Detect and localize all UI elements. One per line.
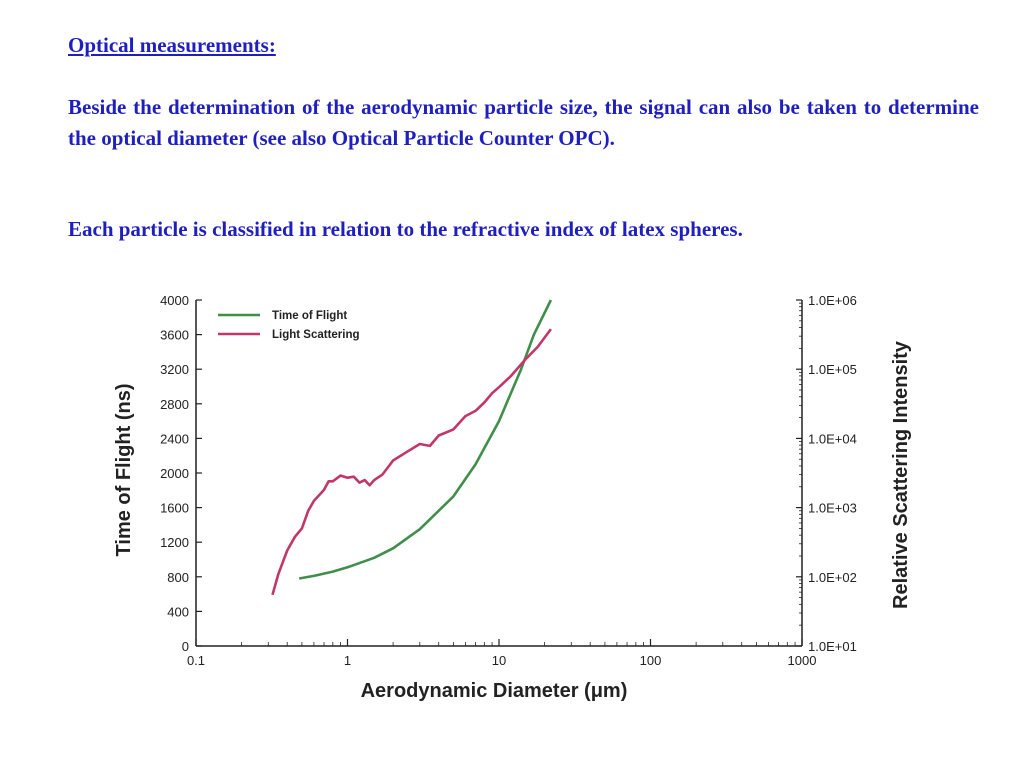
legend-label-light-scattering: Light Scattering bbox=[272, 329, 360, 341]
x-tick-label: 1 bbox=[344, 653, 351, 668]
y2-tick-label: 1.0E+06 bbox=[808, 293, 857, 308]
paragraph-optical-diameter: Beside the determination of the aerodyna… bbox=[68, 95, 979, 150]
y2-axis-title: Relative Scattering Intensity bbox=[890, 340, 912, 609]
light-scattering-line bbox=[271, 328, 552, 596]
x-tick-label: 1000 bbox=[788, 653, 817, 668]
y-tick-label: 400 bbox=[167, 604, 189, 619]
y-tick-label: 800 bbox=[167, 570, 189, 585]
x-tick-label: 100 bbox=[640, 653, 662, 668]
y-tick-label: 0 bbox=[182, 639, 189, 654]
x-tick-label: 0.1 bbox=[187, 653, 205, 668]
slide-heading: Optical measurements: bbox=[68, 33, 276, 57]
y-tick-label: 3200 bbox=[160, 362, 189, 377]
y-tick-label: 1200 bbox=[160, 535, 189, 550]
chart-axes: 0 400 800 1200 1600 2000 2400 2800 3200 3600 4000 1… bbox=[160, 293, 857, 668]
y2-tick-label: 1.0E+03 bbox=[808, 501, 857, 516]
y2-tick-label: 1.0E+02 bbox=[808, 570, 857, 585]
paragraph-refractive-index: Each particle is classified in relation … bbox=[68, 217, 743, 241]
time-of-flight-line bbox=[298, 299, 553, 580]
y-tick-label: 4000 bbox=[160, 293, 189, 308]
y-tick-label: 2800 bbox=[160, 397, 189, 412]
y2-tick-label: 1.0E+05 bbox=[808, 362, 857, 377]
y-tick-label: 1600 bbox=[160, 501, 189, 516]
y-tick-label: 2400 bbox=[160, 431, 189, 446]
legend-label-time-of-flight: Time of Flight bbox=[272, 310, 347, 322]
x-axis-title: Aerodynamic Diameter (μm) bbox=[361, 680, 628, 702]
y2-tick-label: 1.0E+01 bbox=[808, 639, 857, 654]
chart-legend: Time of Flight Light Scattering bbox=[218, 310, 360, 341]
y2-tick-label: 1.0E+04 bbox=[808, 431, 857, 446]
x-tick-label: 10 bbox=[492, 653, 506, 668]
y-axis-title: Time of Flight (ns) bbox=[113, 384, 135, 557]
y-tick-label: 3600 bbox=[160, 328, 189, 343]
y-tick-label: 2000 bbox=[160, 466, 189, 481]
chart-series bbox=[271, 299, 553, 596]
